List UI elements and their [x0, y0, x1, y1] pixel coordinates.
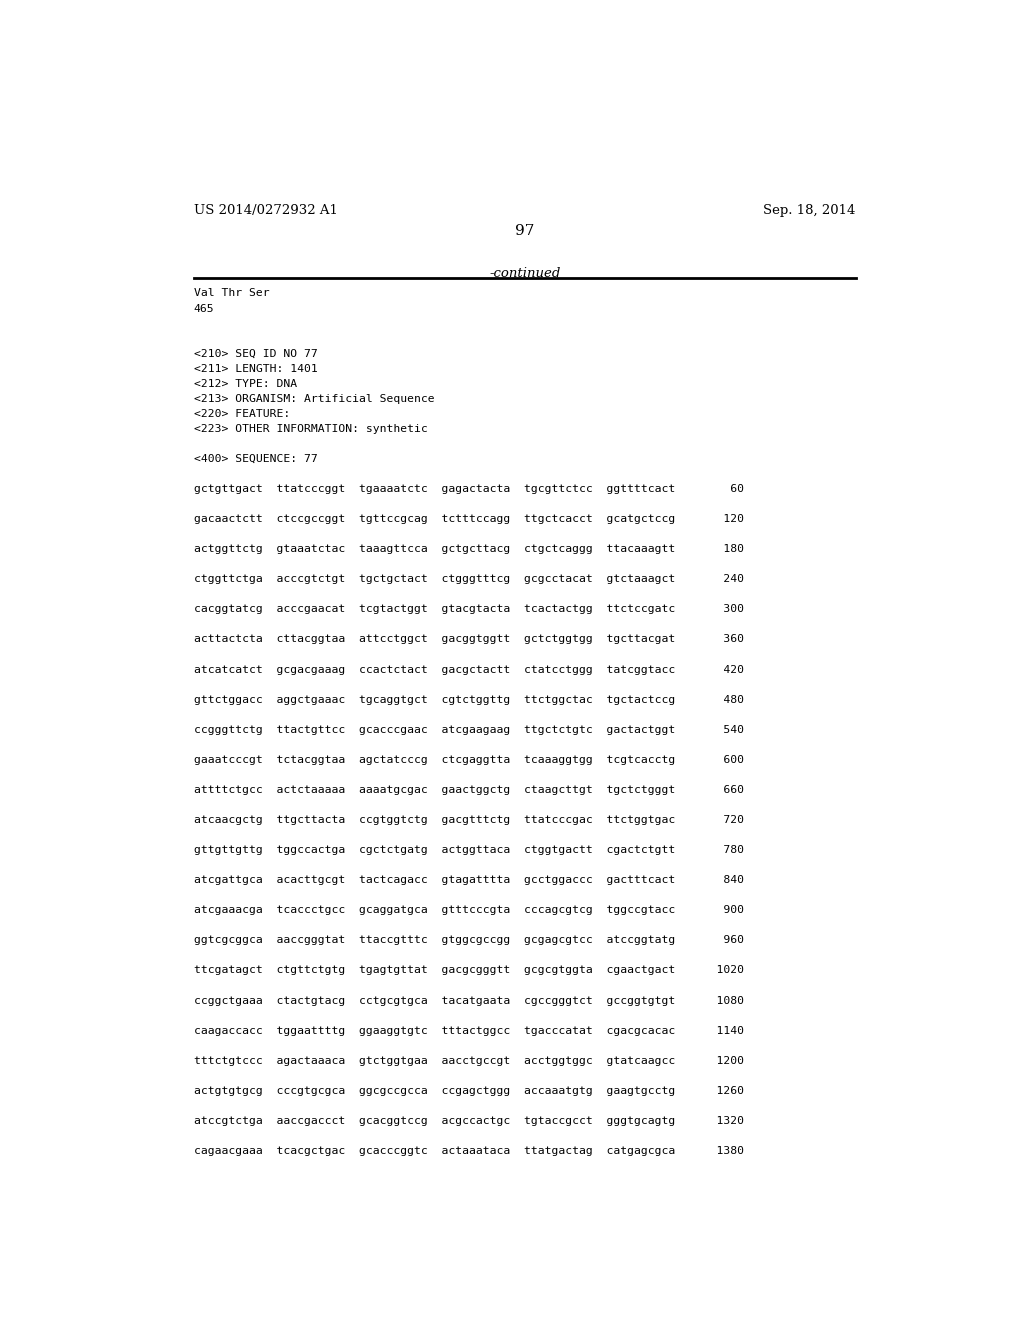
- Text: Val Thr Ser: Val Thr Ser: [194, 289, 269, 298]
- Text: ccggctgaaa  ctactgtacg  cctgcgtgca  tacatgaata  cgccgggtct  gccggtgtgt      1080: ccggctgaaa ctactgtacg cctgcgtgca tacatga…: [194, 995, 743, 1006]
- Text: ttcgatagct  ctgttctgtg  tgagtgttat  gacgcgggtt  gcgcgtggta  cgaactgact      1020: ttcgatagct ctgttctgtg tgagtgttat gacgcgg…: [194, 965, 743, 975]
- Text: cagaacgaaa  tcacgctgac  gcacccggtc  actaaataca  ttatgactag  catgagcgca      1380: cagaacgaaa tcacgctgac gcacccggtc actaaat…: [194, 1146, 743, 1156]
- Text: tttctgtccc  agactaaaca  gtctggtgaa  aacctgccgt  acctggtggc  gtatcaagcc      1200: tttctgtccc agactaaaca gtctggtgaa aacctgc…: [194, 1056, 743, 1065]
- Text: actgtgtgcg  cccgtgcgca  ggcgccgcca  ccgagctggg  accaaatgtg  gaagtgcctg      1260: actgtgtgcg cccgtgcgca ggcgccgcca ccgagct…: [194, 1086, 743, 1096]
- Text: gaaatcccgt  tctacggtaa  agctatcccg  ctcgaggtta  tcaaaggtgg  tcgtcacctg       600: gaaatcccgt tctacggtaa agctatcccg ctcgagg…: [194, 755, 743, 764]
- Text: atccgtctga  aaccgaccct  gcacggtccg  acgccactgc  tgtaccgcct  gggtgcagtg      1320: atccgtctga aaccgaccct gcacggtccg acgccac…: [194, 1115, 743, 1126]
- Text: ctggttctga  acccgtctgt  tgctgctact  ctgggtttcg  gcgcctacat  gtctaaagct       240: ctggttctga acccgtctgt tgctgctact ctgggtt…: [194, 574, 743, 585]
- Text: cacggtatcg  acccgaacat  tcgtactggt  gtacgtacta  tcactactgg  ttctccgatc       300: cacggtatcg acccgaacat tcgtactggt gtacgta…: [194, 605, 743, 614]
- Text: atcatcatct  gcgacgaaag  ccactctact  gacgctactt  ctatcctggg  tatcggtacc       420: atcatcatct gcgacgaaag ccactctact gacgcta…: [194, 664, 743, 675]
- Text: acttactcta  cttacggtaa  attcctggct  gacggtggtt  gctctggtgg  tgcttacgat       360: acttactcta cttacggtaa attcctggct gacggtg…: [194, 635, 743, 644]
- Text: <213> ORGANISM: Artificial Sequence: <213> ORGANISM: Artificial Sequence: [194, 393, 434, 404]
- Text: gttctggacc  aggctgaaac  tgcaggtgct  cgtctggttg  ttctggctac  tgctactccg       480: gttctggacc aggctgaaac tgcaggtgct cgtctgg…: [194, 694, 743, 705]
- Text: gacaactctt  ctccgccggt  tgttccgcag  tctttccagg  ttgctcacct  gcatgctccg       120: gacaactctt ctccgccggt tgttccgcag tctttcc…: [194, 515, 743, 524]
- Text: -continued: -continued: [489, 267, 560, 280]
- Text: ggtcgcggca  aaccgggtat  ttaccgtttc  gtggcgccgg  gcgagcgtcc  atccggtatg       960: ggtcgcggca aaccgggtat ttaccgtttc gtggcgc…: [194, 936, 743, 945]
- Text: <210> SEQ ID NO 77: <210> SEQ ID NO 77: [194, 348, 317, 359]
- Text: <211> LENGTH: 1401: <211> LENGTH: 1401: [194, 364, 317, 374]
- Text: <223> OTHER INFORMATION: synthetic: <223> OTHER INFORMATION: synthetic: [194, 424, 428, 434]
- Text: <400> SEQUENCE: 77: <400> SEQUENCE: 77: [194, 454, 317, 463]
- Text: 465: 465: [194, 304, 214, 314]
- Text: caagaccacc  tggaattttg  ggaaggtgtc  tttactggcc  tgacccatat  cgacgcacac      1140: caagaccacc tggaattttg ggaaggtgtc tttactg…: [194, 1026, 743, 1036]
- Text: <220> FEATURE:: <220> FEATURE:: [194, 409, 290, 418]
- Text: ccgggttctg  ttactgttcc  gcacccgaac  atcgaagaag  ttgctctgtc  gactactggt       540: ccgggttctg ttactgttcc gcacccgaac atcgaag…: [194, 725, 743, 735]
- Text: atcaacgctg  ttgcttacta  ccgtggtctg  gacgtttctg  ttatcccgac  ttctggtgac       720: atcaacgctg ttgcttacta ccgtggtctg gacgttt…: [194, 814, 743, 825]
- Text: 97: 97: [515, 224, 535, 239]
- Text: gctgttgact  ttatcccggt  tgaaaatctc  gagactacta  tgcgttctcc  ggttttcact        60: gctgttgact ttatcccggt tgaaaatctc gagacta…: [194, 484, 743, 494]
- Text: US 2014/0272932 A1: US 2014/0272932 A1: [194, 205, 338, 216]
- Text: attttctgcc  actctaaaaa  aaaatgcgac  gaactggctg  ctaagcttgt  tgctctgggt       660: attttctgcc actctaaaaa aaaatgcgac gaactgg…: [194, 785, 743, 795]
- Text: actggttctg  gtaaatctac  taaagttcca  gctgcttacg  ctgctcaggg  ttacaaagtt       180: actggttctg gtaaatctac taaagttcca gctgctt…: [194, 544, 743, 554]
- Text: gttgttgttg  tggccactga  cgctctgatg  actggttaca  ctggtgactt  cgactctgtt       780: gttgttgttg tggccactga cgctctgatg actggtt…: [194, 845, 743, 855]
- Text: Sep. 18, 2014: Sep. 18, 2014: [763, 205, 856, 216]
- Text: atcgaaacga  tcaccctgcc  gcaggatgca  gtttcccgta  cccagcgtcg  tggccgtacc       900: atcgaaacga tcaccctgcc gcaggatgca gtttccc…: [194, 906, 743, 915]
- Text: atcgattgca  acacttgcgt  tactcagacc  gtagatttta  gcctggaccc  gactttcact       840: atcgattgca acacttgcgt tactcagacc gtagatt…: [194, 875, 743, 886]
- Text: <212> TYPE: DNA: <212> TYPE: DNA: [194, 379, 297, 389]
